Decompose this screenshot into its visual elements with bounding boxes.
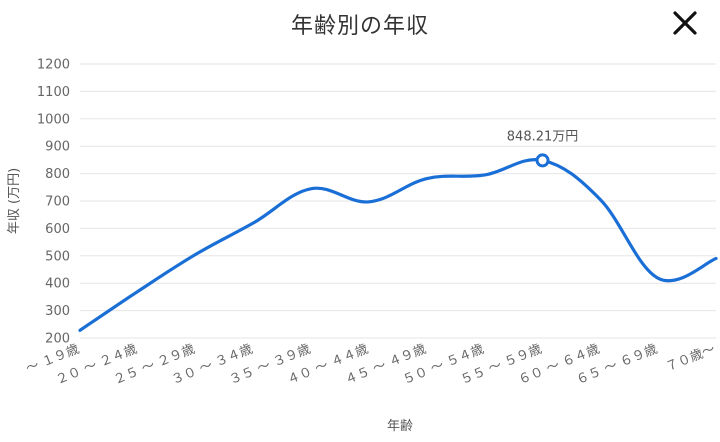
series-line bbox=[78, 158, 718, 332]
y-tick-label: 500 bbox=[45, 249, 70, 264]
data-point[interactable] bbox=[479, 169, 491, 181]
y-tick-label: 300 bbox=[45, 304, 70, 319]
data-point[interactable] bbox=[190, 248, 202, 260]
data-point[interactable] bbox=[305, 183, 317, 195]
y-tick-label: 1000 bbox=[37, 112, 70, 127]
x-axis-label: 年齢 bbox=[387, 419, 413, 434]
data-point[interactable] bbox=[652, 272, 664, 284]
grid-lines bbox=[80, 63, 716, 339]
data-point[interactable] bbox=[363, 196, 375, 208]
data-point[interactable] bbox=[594, 194, 606, 206]
data-point[interactable] bbox=[132, 285, 144, 297]
chart-title: 年齢別の年収 bbox=[290, 14, 429, 39]
y-tick-label: 600 bbox=[45, 222, 70, 237]
data-point[interactable] bbox=[710, 253, 720, 265]
data-point[interactable] bbox=[247, 217, 259, 229]
y-tick-label: 1100 bbox=[37, 85, 70, 100]
y-tick-label: 1200 bbox=[37, 58, 70, 73]
y-tick-labels: 200 300 400 500 600 700 800 900 1000 1100 1200 bbox=[37, 58, 70, 347]
y-tick-label: 700 bbox=[45, 195, 70, 210]
highlight-data-label: 848.21万円 bbox=[507, 129, 579, 144]
y-tick-label: 900 bbox=[45, 140, 70, 155]
y-tick-label: 400 bbox=[45, 277, 70, 292]
data-points bbox=[74, 153, 720, 336]
y-axis-label: 年収 (万円) bbox=[7, 168, 22, 234]
y-tick-label: 800 bbox=[45, 167, 70, 182]
highlighted-data-point[interactable] bbox=[535, 153, 550, 168]
data-point[interactable] bbox=[74, 324, 86, 336]
data-point[interactable] bbox=[421, 173, 433, 185]
close-icon bbox=[673, 11, 697, 35]
y-tick-label: 200 bbox=[45, 332, 70, 347]
x-tick-label: ７０歳〜 bbox=[664, 342, 718, 375]
close-button[interactable] bbox=[670, 8, 700, 38]
